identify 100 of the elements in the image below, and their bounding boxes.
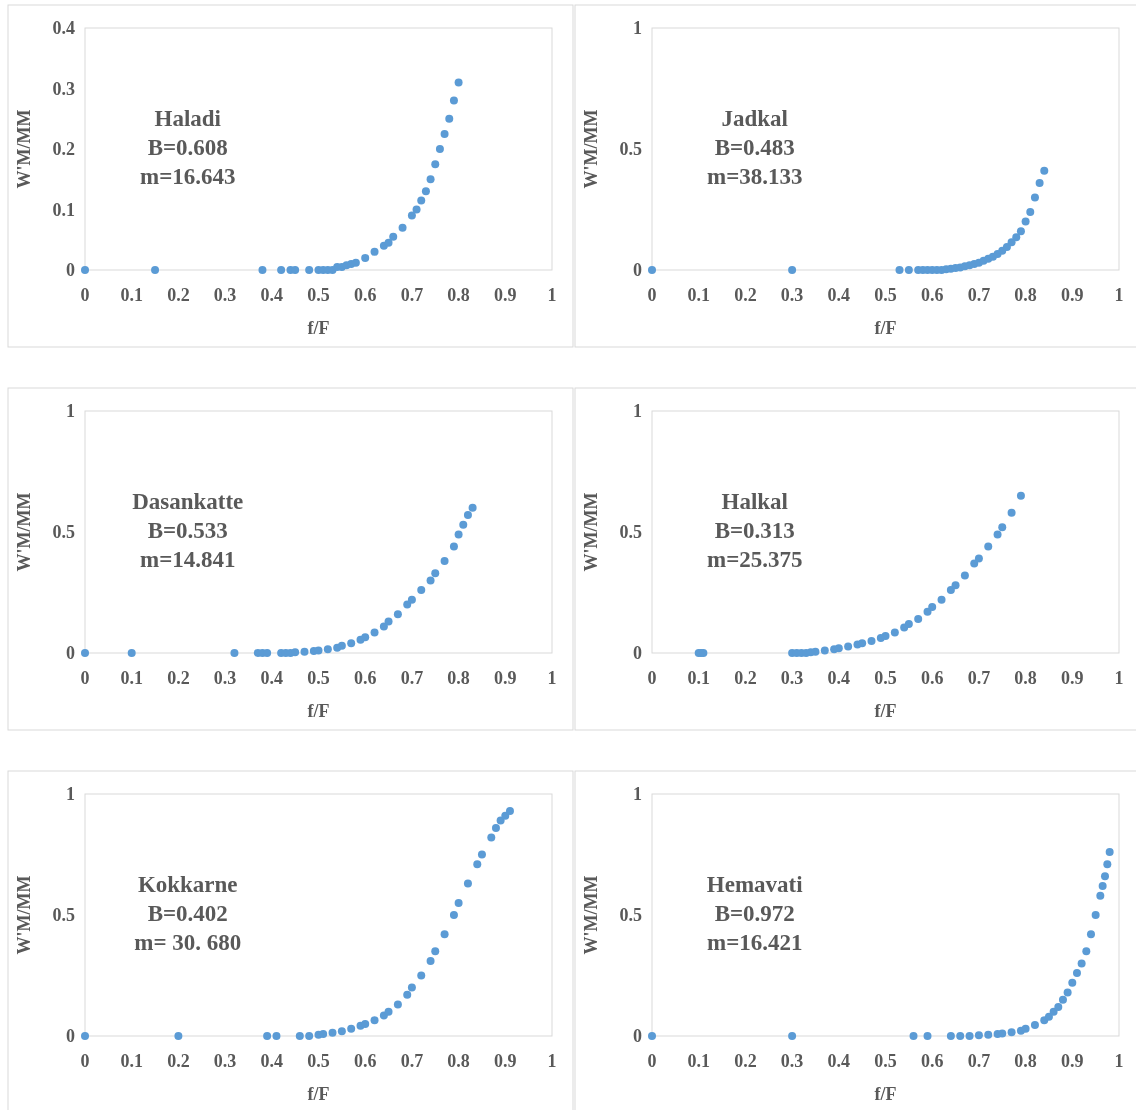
x-tick-label: 0.1 <box>120 1051 143 1071</box>
y-axis-title: W'M/MM <box>14 109 34 189</box>
x-tick-label: 0.5 <box>874 285 897 305</box>
y-tick-label: 0 <box>66 643 75 663</box>
annotation: Dasankatte <box>132 489 244 514</box>
x-tick-label: 1 <box>1114 285 1124 305</box>
x-tick-label: 0.2 <box>167 285 190 305</box>
x-tick-label: 1 <box>547 285 557 305</box>
x-tick-label: 0.1 <box>687 1051 710 1071</box>
y-tick-label: 0.2 <box>52 139 75 159</box>
x-tick-label: 0.7 <box>967 668 991 688</box>
x-tick-label: 0.7 <box>967 1051 991 1071</box>
x-tick-label: 0.7 <box>400 1051 424 1071</box>
y-tick-label: 0.1 <box>52 199 75 220</box>
annotation: m=38.133 <box>706 164 803 189</box>
x-tick-label: 0.6 <box>353 668 377 688</box>
x-tick-label: 0.3 <box>213 668 237 688</box>
x-axis-title: f/F <box>307 701 330 721</box>
x-tick-label: 0.1 <box>120 285 143 305</box>
x-tick-label: 0.8 <box>447 668 470 688</box>
y-axis-title: W'M/MM <box>14 875 34 955</box>
x-tick-label: 0.3 <box>213 285 237 305</box>
x-tick-label: 0.6 <box>353 1051 377 1071</box>
y-tick-label: 0 <box>66 260 75 280</box>
x-tick-label: 0.2 <box>734 668 757 688</box>
y-tick-label: 0.5 <box>52 905 75 925</box>
y-tick-label: 0 <box>633 643 642 663</box>
x-axis-title: f/F <box>307 318 330 338</box>
x-tick-label: 0.9 <box>494 1051 517 1071</box>
x-tick-label: 0.4 <box>827 1051 851 1071</box>
x-tick-label: 0.5 <box>874 1051 897 1071</box>
x-tick-label: 0.2 <box>734 1051 757 1071</box>
y-tick-label: 0.5 <box>619 139 642 159</box>
x-tick-label: 0.8 <box>447 285 470 305</box>
x-tick-label: 0 <box>80 668 90 688</box>
y-tick-label: 1 <box>633 401 642 421</box>
x-tick-label: 0 <box>80 285 90 305</box>
x-tick-label: 0 <box>647 285 657 305</box>
x-tick-label: 0.3 <box>780 668 804 688</box>
annotation: B=0.313 <box>714 518 795 543</box>
y-tick-label: 1 <box>66 401 75 421</box>
x-tick-label: 0.4 <box>260 668 284 688</box>
x-tick-label: 1 <box>1114 1051 1124 1071</box>
y-tick-label: 0 <box>66 1026 75 1046</box>
x-tick-label: 0.3 <box>780 1051 804 1071</box>
y-axis-title: W'M/MM <box>581 875 601 955</box>
x-axis-title: f/F <box>307 1084 330 1104</box>
annotation: B=0.402 <box>147 901 228 926</box>
annotation: Hemavati <box>706 872 804 897</box>
annotation: Jadkal <box>721 106 788 131</box>
y-axis-title: W'M/MM <box>14 492 34 572</box>
x-tick-label: 0.2 <box>167 1051 190 1071</box>
x-axis-title: f/F <box>874 318 897 338</box>
x-tick-label: 0.5 <box>874 668 897 688</box>
y-tick-label: 0.3 <box>52 78 75 99</box>
x-tick-label: 0.6 <box>920 668 944 688</box>
x-tick-label: 0.1 <box>687 285 710 305</box>
x-tick-label: 0.4 <box>260 285 284 305</box>
x-tick-label: 0 <box>80 1051 90 1071</box>
x-axis-title: f/F <box>874 701 897 721</box>
x-tick-label: 0.2 <box>734 285 757 305</box>
y-tick-label: 0.4 <box>52 18 75 38</box>
x-tick-label: 0.5 <box>307 668 330 688</box>
y-tick-label: 0.5 <box>619 522 642 542</box>
x-tick-label: 0.2 <box>167 668 190 688</box>
annotation: m=16.643 <box>139 164 236 189</box>
x-tick-label: 0.4 <box>827 285 851 305</box>
annotation: Halkal <box>721 489 788 514</box>
annotation: Kokkarne <box>137 872 238 897</box>
x-tick-label: 1 <box>547 668 557 688</box>
x-tick-label: 0.7 <box>967 285 991 305</box>
x-tick-label: 0.7 <box>400 285 424 305</box>
x-tick-label: 0.9 <box>494 668 517 688</box>
x-tick-label: 0.7 <box>400 668 424 688</box>
x-tick-label: 0 <box>647 1051 657 1071</box>
x-tick-label: 0.6 <box>353 285 377 305</box>
x-tick-label: 0 <box>647 668 657 688</box>
annotation: B=0.483 <box>714 135 795 160</box>
x-tick-label: 0.3 <box>780 285 804 305</box>
x-tick-label: 0.1 <box>687 668 710 688</box>
y-tick-label: 1 <box>66 784 75 804</box>
x-tick-label: 0.8 <box>1014 1051 1037 1071</box>
annotation: Haladi <box>154 106 222 131</box>
x-tick-label: 1 <box>547 1051 557 1071</box>
y-tick-label: 0 <box>633 1026 642 1046</box>
annotation: m=25.375 <box>706 547 803 572</box>
x-tick-label: 0.8 <box>1014 285 1037 305</box>
x-tick-label: 0.9 <box>494 285 517 305</box>
x-tick-label: 0.8 <box>447 1051 470 1071</box>
x-tick-label: 0.8 <box>1014 668 1037 688</box>
x-tick-label: 0.5 <box>307 1051 330 1071</box>
x-tick-label: 0.6 <box>920 1051 944 1071</box>
annotation: B=0.972 <box>714 901 795 926</box>
annotation: m=14.841 <box>139 547 236 572</box>
annotation: B=0.608 <box>147 135 228 160</box>
x-tick-label: 0.9 <box>1061 285 1084 305</box>
y-tick-label: 0.5 <box>619 905 642 925</box>
x-tick-label: 1 <box>1114 668 1124 688</box>
y-axis-title: W'M/MM <box>581 109 601 189</box>
y-tick-label: 0 <box>633 260 642 280</box>
